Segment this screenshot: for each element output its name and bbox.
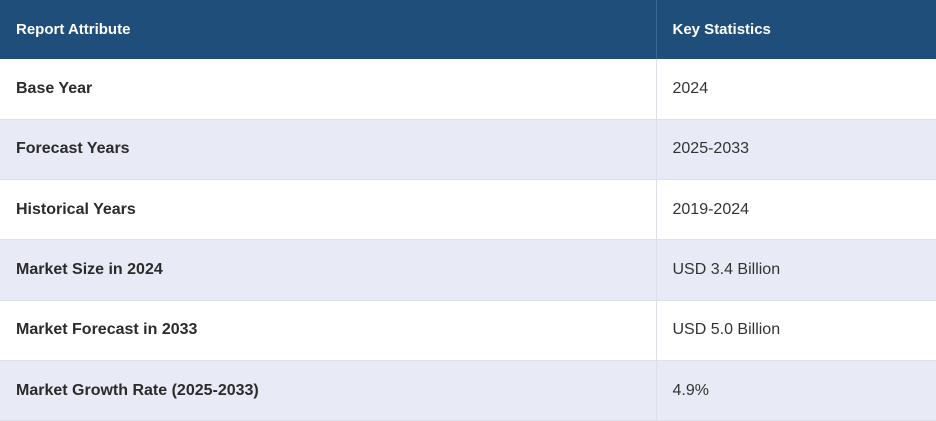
table-row: Market Size in 2024 USD 3.4 Billion [0, 239, 936, 301]
statistic-cell: USD 5.0 Billion [656, 300, 936, 361]
header-row: Report Attribute Key Statistics [0, 0, 936, 59]
table-row: Historical Years 2019-2024 [0, 179, 936, 241]
statistic-cell: 2025-2033 [656, 119, 936, 181]
attribute-cell: Forecast Years [0, 119, 657, 181]
attribute-cell: Market Size in 2024 [0, 239, 657, 301]
table-body: Base Year 2024 Forecast Years 2025-2033 Hist… [0, 59, 936, 421]
attribute-cell: Market Forecast in 2033 [0, 300, 657, 361]
statistic-cell: 2024 [656, 59, 936, 120]
statistic-cell: USD 3.4 Billion [656, 239, 936, 301]
table-row: Market Growth Rate (2025-2033) 4.9% [0, 360, 936, 421]
attribute-cell: Historical Years [0, 179, 657, 241]
table-row: Forecast Years 2025-2033 [0, 119, 936, 181]
attribute-cell: Base Year [0, 59, 657, 120]
table-row: Market Forecast in 2033 USD 5.0 Billion [0, 300, 936, 361]
table-row: Base Year 2024 [0, 59, 936, 120]
statistic-cell: 4.9% [656, 360, 936, 421]
table-header: Report Attribute Key Statistics [0, 0, 936, 59]
header-cell: Key Statistics [656, 0, 936, 59]
statistic-cell: 2019-2024 [656, 179, 936, 241]
attribute-cell: Market Growth Rate (2025-2033) [0, 360, 657, 421]
header-cell: Report Attribute [0, 0, 657, 59]
